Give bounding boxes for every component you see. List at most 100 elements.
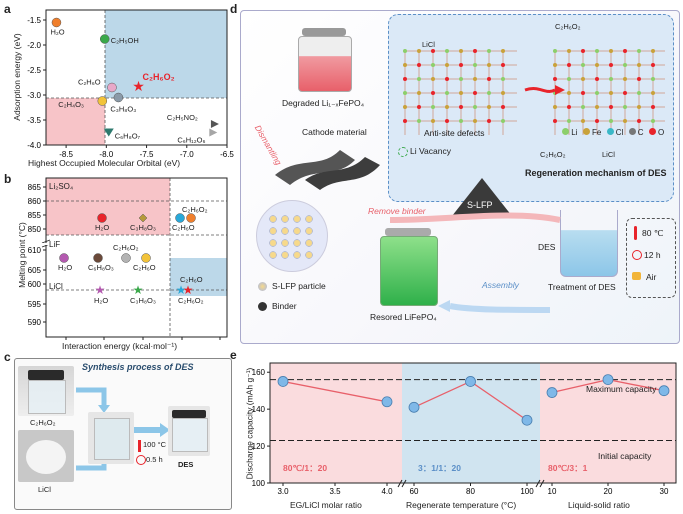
a-ytick: -3.5: [27, 116, 41, 125]
a-point-label: C₂H₅OH: [111, 36, 139, 45]
b-point: [138, 213, 148, 223]
degraded-label: Degraded Li₁₋ₓFePO₄: [282, 98, 365, 108]
restored-battery: [380, 228, 438, 306]
salt-lif: LiF: [49, 240, 61, 249]
e-point: [381, 396, 393, 408]
a-point: [107, 82, 117, 93]
e-xtick: 10: [548, 487, 557, 496]
b-ytick: 860: [28, 197, 42, 206]
e-ytick: 120: [252, 442, 266, 451]
e-ytick: 140: [252, 405, 266, 414]
degraded-battery: [298, 28, 352, 92]
b-ytick: 865: [28, 183, 42, 192]
li-vacancy-label: Li Vacancy: [410, 146, 451, 156]
des-beaker-label: DES: [538, 242, 556, 252]
particle-legend: S-LFP particle: [272, 281, 326, 291]
svg-text:★: ★: [183, 283, 194, 297]
slfp-pile: [452, 178, 512, 216]
a-point: [103, 128, 114, 137]
salt-licl: LiCl: [49, 282, 63, 291]
cond-air: Air: [646, 272, 657, 282]
restored-label: Resored LiFePO₄: [370, 312, 437, 322]
binder-legend: Binder: [272, 301, 297, 311]
e-xtick: 4.0: [381, 487, 393, 496]
e-point: [658, 385, 670, 397]
e-point: [277, 376, 289, 387]
panel-a-chart: -8.5 -8.0 -7.5 -7.0 -6.5 -1.5 -2.0 -2.5 -3.0 -3.5…: [27, 9, 234, 159]
des-beaker: [560, 210, 618, 277]
seg1-cond: 80℃/1：20: [283, 463, 328, 473]
svg-text:★: ★: [176, 283, 187, 297]
b-point: [121, 253, 131, 263]
remove-binder-label: Remove binder: [368, 206, 426, 216]
b-point: [141, 253, 151, 263]
slfp-label: S-LFP: [467, 200, 493, 210]
a-point-label: C₆H₁₂O₆: [177, 136, 205, 145]
b-point: [186, 213, 196, 223]
b-ytick: 590: [28, 318, 42, 327]
a-point: [210, 120, 219, 128]
panel-c-title: Synthesis process of DES: [82, 362, 194, 372]
e-xtick: 3.5: [329, 487, 341, 496]
seg3-cond: 80℃/3：1: [548, 463, 588, 473]
eg-top: C₂H₆O₂: [555, 22, 581, 31]
panel-b-xlabel: Interaction energy (kcal·mol⁻¹): [62, 341, 178, 351]
a-point: [99, 34, 110, 44]
a-point-label: C₂H₆O₂: [143, 72, 175, 82]
cond-time: 12 h: [644, 250, 661, 260]
treatment-label: Treatment of DES: [548, 282, 616, 292]
b-label: C₆H₈O₃: [88, 263, 114, 272]
b-point: [97, 213, 107, 223]
init-capacity-label: Initial capacity: [598, 451, 652, 461]
b-ytick: 855: [28, 211, 42, 220]
max-capacity-label: Maximum capacity: [586, 384, 657, 394]
b-label: H₂O: [95, 223, 110, 232]
e-point: [602, 374, 614, 386]
time-label: 0.5 h: [146, 455, 163, 464]
a-point-star: ★: [132, 78, 145, 94]
atom-fe: Fe: [591, 128, 602, 137]
b-point: [175, 213, 185, 223]
e-xtick: 80: [466, 487, 475, 496]
e-ytick: 160: [252, 368, 266, 377]
a-point-label: C₂H₄O₃: [58, 100, 84, 109]
atom-legend: Li Fe Cl C O: [562, 128, 664, 137]
a-point-label: H₂O: [50, 28, 64, 37]
a-point: [97, 96, 108, 106]
e-point: [408, 401, 420, 413]
particle-legend-icon: [258, 282, 267, 291]
b-label: C₂H₆O: [180, 275, 203, 284]
a-ytick: -4.0: [27, 141, 41, 150]
photo-licl: [18, 430, 74, 482]
mechanism-title: Regeneration mechanism of DES: [525, 168, 667, 178]
atom-c: C: [637, 128, 644, 137]
e-xtick: 3.0: [277, 487, 289, 496]
crystal-structures: [403, 49, 665, 135]
a-point: [209, 128, 218, 137]
photo-eg: [18, 366, 74, 416]
a-point-label: C₃H₈O₃: [110, 105, 136, 114]
b-ytick: 605: [28, 266, 42, 275]
alarm-icon: [632, 250, 642, 260]
photo-des: [168, 406, 210, 456]
b-label: H₂O: [58, 263, 73, 272]
photo-mix: [88, 412, 134, 464]
panel-a-xlabel: Highest Occupied Molecular Orbital (eV): [28, 158, 181, 168]
panel-b-chart: -15-16-17-18-198658608558506106056005955…: [28, 177, 228, 340]
licl-top: LiCl: [422, 40, 435, 49]
binder-legend-icon: [258, 302, 267, 311]
b-label: C₂H₆O: [172, 223, 195, 232]
e-xtick: 30: [660, 487, 669, 496]
atom-cl: Cl: [615, 128, 624, 137]
b-ytick: 600: [28, 280, 42, 289]
b-point: [93, 253, 103, 263]
a-point-label: C₆H₈O₇: [115, 132, 141, 141]
svg-text:★: ★: [95, 283, 106, 297]
panel-c-letter: c: [4, 350, 11, 364]
b-label: C₃H₈O₃: [130, 296, 156, 305]
particle-view: [256, 200, 328, 272]
e-xtick: 20: [604, 487, 613, 496]
temp-label: 100 °C: [143, 440, 167, 449]
assembly-label: Assembly: [482, 280, 519, 290]
